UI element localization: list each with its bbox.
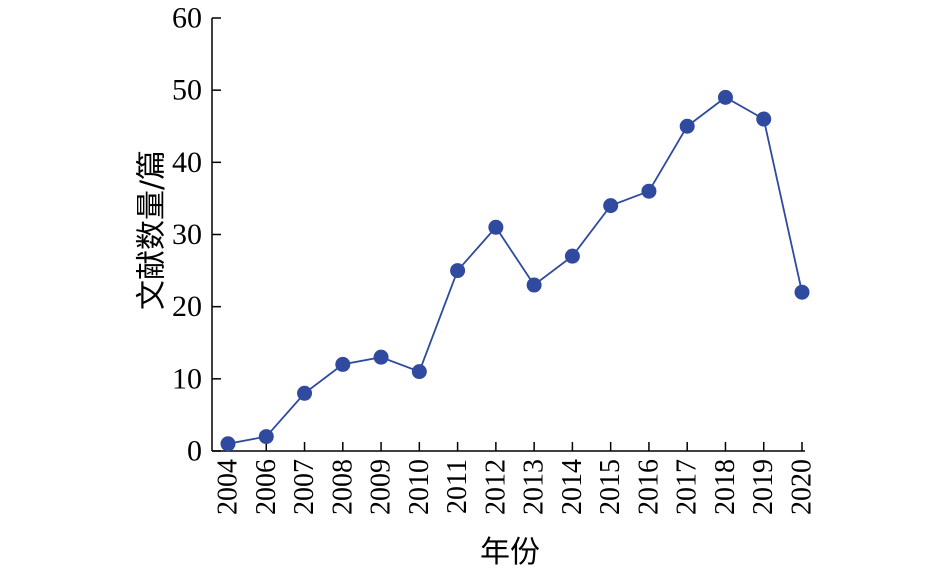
y-ticks: 0 10 20 30 40 50 60 xyxy=(172,2,221,468)
data-point xyxy=(488,219,504,235)
x-tick-label: 2012 xyxy=(480,459,511,515)
y-tick-label: 40 xyxy=(172,146,202,179)
y-tick-label: 30 xyxy=(172,218,202,251)
y-tick-label: 20 xyxy=(172,290,202,323)
x-tick-label: 2015 xyxy=(595,459,626,515)
y-tick-label: 0 xyxy=(187,435,202,468)
x-tick-label: 2013 xyxy=(519,459,550,515)
x-tick-label: 2020 xyxy=(787,459,818,515)
x-tick-label: 2009 xyxy=(366,459,397,515)
x-tick-label: 2017 xyxy=(672,459,703,515)
data-point xyxy=(373,349,389,365)
y-tick-label: 60 xyxy=(172,2,202,35)
data-point xyxy=(526,277,542,293)
y-tick-label: 10 xyxy=(172,362,202,395)
x-axis-title: 年份 xyxy=(480,535,540,570)
data-point xyxy=(450,263,466,279)
data-point xyxy=(756,111,772,127)
series-line xyxy=(227,96,803,445)
y-axis: 0 10 20 30 40 50 60 xyxy=(172,2,221,468)
data-point xyxy=(794,284,810,300)
data-point xyxy=(335,356,351,372)
data-point xyxy=(641,183,657,199)
data-point xyxy=(411,364,427,380)
data-point xyxy=(258,429,274,445)
data-point xyxy=(220,436,236,452)
x-tick-label: 2010 xyxy=(404,459,435,515)
x-tick-label: 2006 xyxy=(251,459,282,515)
x-tick-label: 2016 xyxy=(633,459,664,515)
x-tick-label: 2011 xyxy=(442,459,473,514)
x-ticks: 2004 2006 2007 2008 2009 2010 2011 2012 2013 2014… xyxy=(213,442,818,515)
data-point xyxy=(297,385,313,401)
x-tick-label: 2018 xyxy=(710,459,741,515)
x-tick-label: 2004 xyxy=(213,459,244,515)
x-tick-label: 2019 xyxy=(748,459,779,515)
x-tick-label: 2014 xyxy=(557,459,588,515)
y-tick-label: 50 xyxy=(172,74,202,107)
x-tick-label: 2007 xyxy=(289,459,320,515)
x-axis: 2004 2006 2007 2008 2009 2010 2011 2012 2013 2014… xyxy=(212,442,818,515)
y-axis-title: 文献数量/篇 xyxy=(135,150,170,310)
data-point xyxy=(564,248,580,264)
data-point xyxy=(679,118,695,134)
data-point xyxy=(603,198,619,214)
x-tick-label: 2008 xyxy=(327,459,358,515)
data-point xyxy=(717,89,733,105)
plot-area xyxy=(220,89,810,452)
